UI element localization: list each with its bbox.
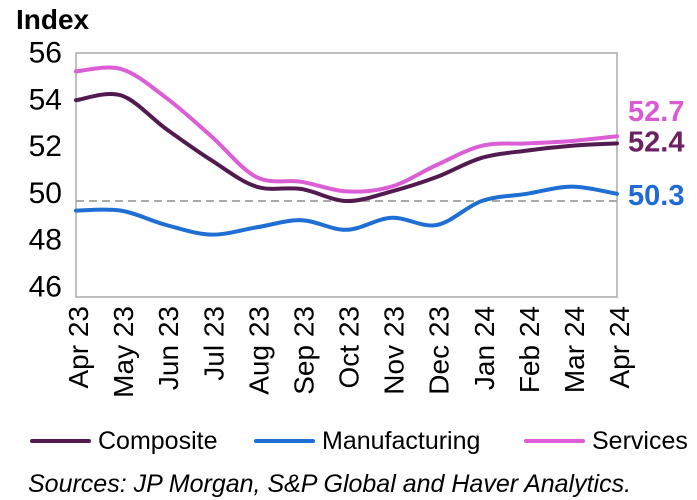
y-axis-label-54: 54 <box>29 83 62 116</box>
x-axis-label-nov-23: Nov 23 <box>379 306 410 395</box>
legend-label-services: Services <box>592 426 688 455</box>
y-axis-label-52: 52 <box>29 130 62 163</box>
legend: Composite Manufacturing Services <box>0 423 697 459</box>
x-axis-label-jan-24: Jan 24 <box>469 306 500 390</box>
x-axis-label-sep-23: Sep 23 <box>288 306 319 395</box>
x-axis-label-may-23: May 23 <box>108 306 139 398</box>
legend-swatch-manufacturing <box>254 439 315 443</box>
series-line-services <box>74 65 619 194</box>
legend-item-services: Services <box>524 423 688 459</box>
y-axis-label-56: 56 <box>29 37 62 70</box>
source-attribution: Sources: JP Morgan, S&P Global and Haver… <box>28 470 632 498</box>
legend-swatch-services <box>524 439 585 443</box>
x-axis-label-dec-23: Dec 23 <box>424 306 455 395</box>
x-axis-label-apr-23: Apr 23 <box>63 306 94 389</box>
end-value-label-composite: 52.4 <box>628 126 684 158</box>
x-axis-label-mar-24: Mar 24 <box>559 306 590 393</box>
y-axis-label-46: 46 <box>29 271 62 304</box>
x-axis-label-jul-23: Jul 23 <box>198 306 229 381</box>
legend-item-manufacturing: Manufacturing <box>254 423 480 459</box>
x-axis-label-apr-24: Apr 24 <box>604 306 635 389</box>
x-axis-label-oct-23: Oct 23 <box>334 306 365 388</box>
end-value-label-services: 52.7 <box>628 96 684 128</box>
x-axis-label-feb-24: Feb 24 <box>514 306 545 393</box>
legend-label-manufacturing: Manufacturing <box>322 426 481 455</box>
x-axis-label-aug-23: Aug 23 <box>243 306 274 395</box>
end-value-label-manufacturing: 50.3 <box>628 180 684 212</box>
chart-title: Index <box>16 4 90 35</box>
x-axis-label-jun-23: Jun 23 <box>153 306 184 390</box>
y-axis-label-48: 48 <box>29 224 62 257</box>
series-line-composite <box>74 92 619 204</box>
legend-label-composite: Composite <box>98 426 218 455</box>
legend-swatch-composite <box>30 439 91 443</box>
y-axis-label-50: 50 <box>29 177 62 210</box>
legend-item-composite: Composite <box>30 423 218 459</box>
series-line-manufacturing <box>74 184 619 237</box>
plot-border <box>75 52 618 298</box>
